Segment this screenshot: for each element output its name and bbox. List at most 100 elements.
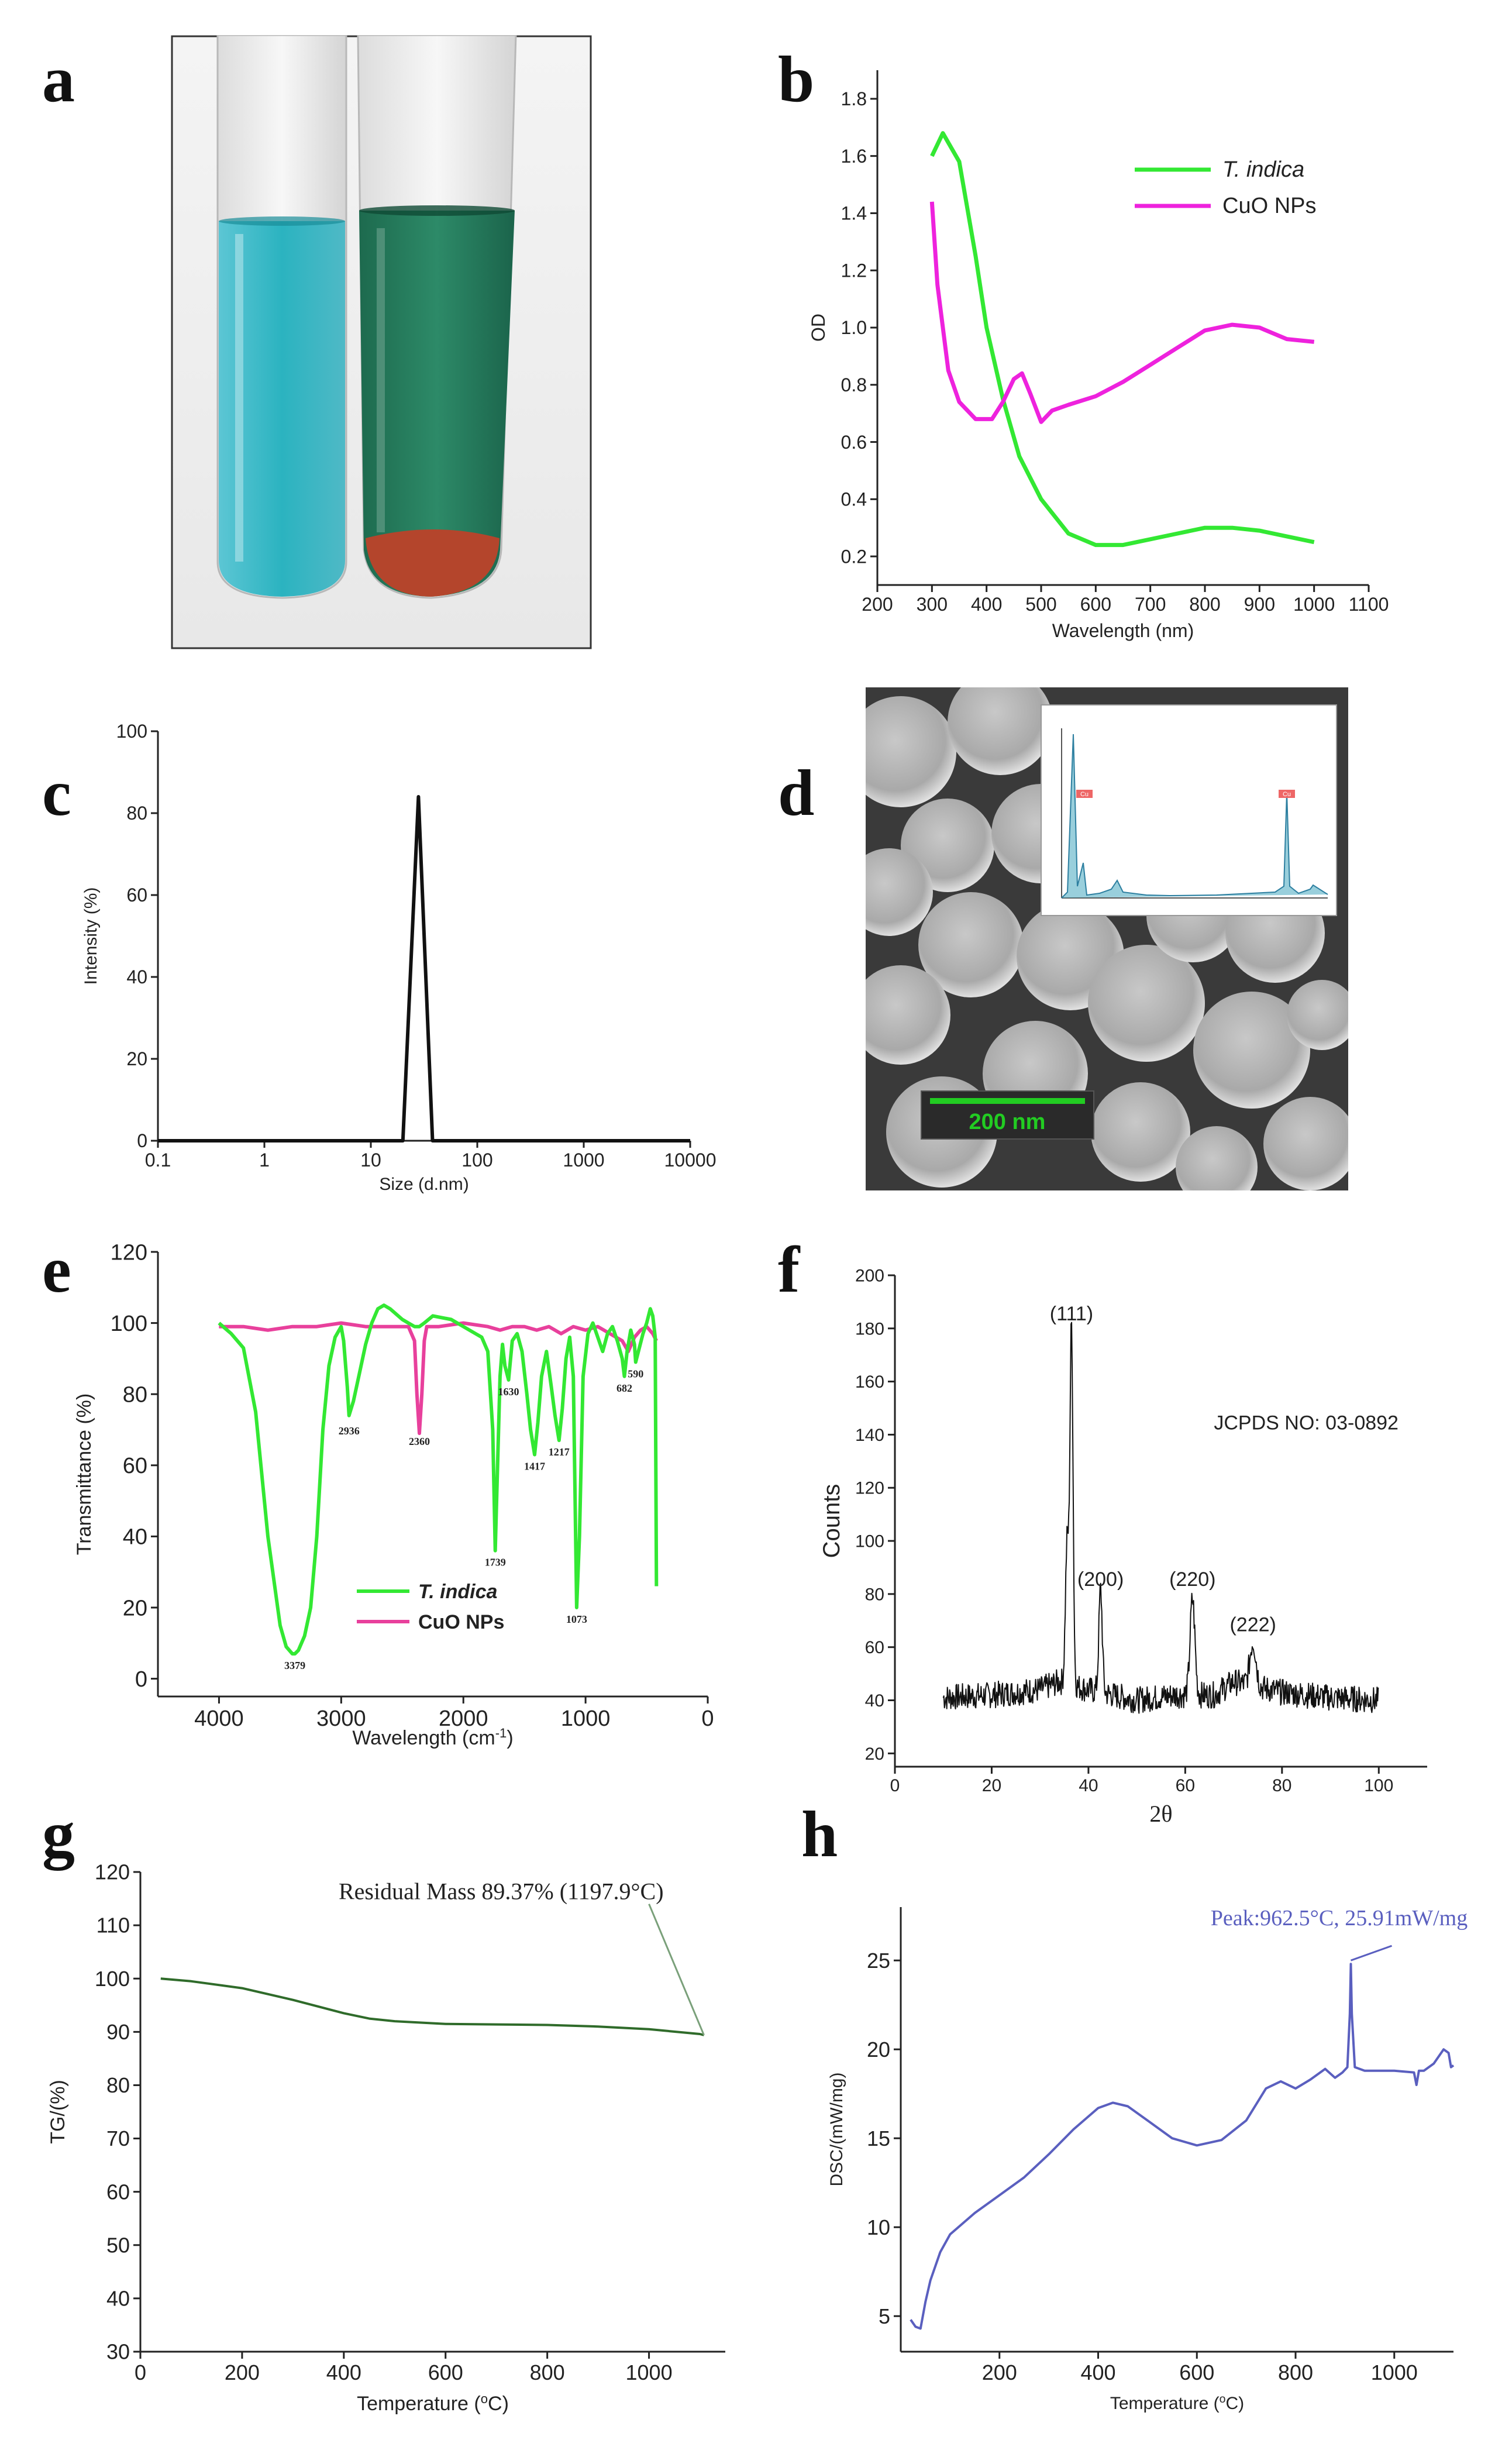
y-tick-label: 60 — [126, 885, 147, 906]
peak-label: 1417 — [524, 1461, 545, 1472]
y-tick-label: 0.6 — [841, 432, 867, 453]
peak-label: 2360 — [409, 1436, 430, 1447]
y-tick-label: 40 — [123, 1525, 147, 1550]
eds-peak-label — [1076, 790, 1093, 798]
x-axis-label-end: C) — [488, 2393, 509, 2415]
y-tick-label: 120 — [95, 1860, 130, 1884]
scalebar-label: 200 nm — [969, 1110, 1046, 1134]
panel-label-c: c — [42, 757, 71, 830]
y-tick-label: 40 — [865, 1691, 884, 1711]
x-tick-label: 1000 — [1371, 2360, 1418, 2384]
y-tick-label: 0.4 — [841, 489, 867, 510]
peak-label: 590 — [628, 1368, 643, 1379]
legend-label: CuO NPs — [418, 1611, 504, 1633]
y-tick-label: 100 — [95, 1967, 130, 1991]
xrd-annotation: (200) — [1077, 1568, 1124, 1591]
y-tick-label: 100 — [116, 721, 147, 742]
annotation-leader — [1350, 1945, 1393, 1961]
xrd-annotation: (111) — [1050, 1303, 1093, 1325]
x-tick-label: 0.1 — [145, 1150, 171, 1171]
y-axis-label: DSC/(mW/mg) — [827, 2073, 846, 2187]
y-tick-label: 100 — [111, 1312, 147, 1336]
y-tick-label: 30 — [106, 2340, 130, 2364]
x-tick-label: 1000 — [561, 1706, 611, 1731]
x-tick-label: 1000 — [1293, 594, 1335, 615]
panel-d-sem: Cu Cu 200 nm — [866, 687, 1348, 1190]
panel-c: 0.1 1 10 100 1000 10000 0 20 40 60 80 100 Size (d.nm… — [53, 708, 725, 1223]
eds-peak-label-text: Cu — [1283, 791, 1291, 798]
tga-chart: 0 200 400 600 800 1000 30 40 50 60 70 80 90 100 110 120… — [47, 1860, 725, 2415]
x-tick-label: 900 — [1244, 594, 1275, 615]
x-axis-label-end: C) — [1225, 2394, 1244, 2413]
y-tick-label: 50 — [106, 2233, 130, 2257]
y-axis-label: TG/(%) — [47, 2080, 69, 2144]
x-axis-label-text: 2θ — [1149, 1801, 1172, 1827]
y-tick-label: 80 — [126, 803, 147, 824]
y-tick-label: 1.2 — [841, 260, 867, 281]
y-tick-label: 40 — [106, 2286, 130, 2310]
left-test-tube — [216, 35, 347, 599]
y-tick-label: 1.8 — [841, 88, 867, 109]
x-tick-label: 600 — [428, 2360, 463, 2384]
x-tick-label: 1000 — [563, 1150, 604, 1171]
y-axis-label: Counts — [819, 1484, 845, 1558]
panel-f: 0 20 40 60 80 100 20 40 60 80 100 120 140 160 180 200 2θ… — [760, 1240, 1462, 1849]
dls-size-chart: 0.1 1 10 100 1000 10000 0 20 40 60 80 100 Size (d.nm… — [81, 721, 716, 1194]
panel-b: 200 300 400 500 600 700 800 900 1000 1100 0.2 0.4 0.… — [760, 58, 1439, 673]
x-axis-label-text: Temperature ( — [357, 2393, 481, 2415]
dsc-chart: 200 400 600 800 1000 5 10 15 20 25 Temperature (oC… — [827, 1906, 1468, 2413]
y-tick-label: 80 — [123, 1383, 147, 1407]
blue-solution — [219, 221, 345, 597]
y-tick-label: 15 — [867, 2126, 890, 2150]
x-tick-label: 100 — [1364, 1776, 1393, 1795]
panel-e: 4000 3000 2000 1000 0 0 20 40 60 80 100 120 Waveleng… — [53, 1228, 743, 1790]
x-tick-label: 600 — [1179, 2360, 1214, 2384]
xrd-chart: 0 20 40 60 80 100 20 40 60 80 100 120 140 160 180 200 2θ… — [819, 1267, 1427, 1827]
x-tick-label: 800 — [1278, 2360, 1313, 2384]
series-line-t-indica — [930, 131, 1315, 548]
y-tick-label: 25 — [867, 1949, 890, 1973]
green-solution — [359, 211, 515, 597]
legend-label: T. indica — [1222, 157, 1304, 182]
x-tick-label: 200 — [862, 594, 893, 615]
x-tick-label: 400 — [1080, 2360, 1115, 2384]
y-tick-label: 60 — [865, 1638, 884, 1657]
y-tick-label: 100 — [855, 1532, 884, 1551]
size-distribution-line — [158, 795, 690, 1142]
peak-label: 1217 — [549, 1446, 570, 1458]
ftir-chart: 4000 3000 2000 1000 0 0 20 40 60 80 100 120 Waveleng… — [73, 1240, 714, 1749]
y-tick-label: 120 — [111, 1240, 147, 1265]
x-tick-label: 300 — [917, 594, 948, 615]
x-tick-label: 800 — [1189, 594, 1220, 615]
x-tick-label: 1 — [259, 1150, 270, 1171]
y-tick-label: 70 — [106, 2126, 130, 2150]
y-tick-label: 1.6 — [841, 146, 867, 167]
y-tick-label: 5 — [879, 2304, 890, 2328]
test-tubes-photo — [171, 35, 592, 649]
y-tick-label: 20 — [867, 2038, 890, 2062]
y-tick-label: 1.4 — [841, 203, 867, 224]
x-tick-label: 600 — [1080, 594, 1111, 615]
x-tick-label: 100 — [461, 1150, 492, 1171]
x-tick-label: 10 — [360, 1150, 381, 1171]
y-axis-label: OD — [808, 314, 829, 342]
x-tick-label: 2000 — [439, 1706, 488, 1731]
precipitate — [366, 529, 500, 597]
panel-label-h: h — [801, 1798, 838, 1871]
x-tick-label: 1100 — [1349, 594, 1389, 615]
peak-label: 1630 — [498, 1386, 519, 1398]
y-tick-label: 160 — [855, 1372, 884, 1392]
x-axis-label-text: Temperature ( — [1110, 2394, 1220, 2413]
x-axis-label-text: Wavelength (nm) — [1052, 620, 1194, 641]
eds-peak-label-text: Cu — [1080, 791, 1089, 798]
x-axis-label-sup: o — [1220, 2393, 1226, 2406]
x-tick-label: 400 — [971, 594, 1002, 615]
x-axis-label-text: Size (d.nm) — [379, 1175, 469, 1194]
series-line-t-indica — [218, 1303, 659, 1656]
right-test-tube — [357, 35, 517, 599]
panel-label-d: d — [778, 757, 815, 830]
y-tick-label: 60 — [123, 1454, 147, 1478]
y-tick-label: 20 — [865, 1744, 884, 1764]
panel-label-a: a — [42, 43, 75, 116]
x-axis-label: Wavelength (nm) — [1052, 620, 1194, 641]
